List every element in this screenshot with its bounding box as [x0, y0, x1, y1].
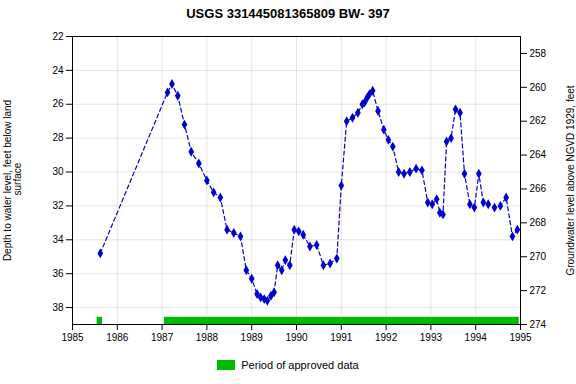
svg-text:272: 272 [530, 285, 547, 296]
svg-text:1995: 1995 [509, 332, 532, 343]
svg-text:1988: 1988 [196, 332, 219, 343]
svg-text:22: 22 [52, 31, 64, 42]
svg-text:268: 268 [530, 217, 547, 228]
svg-text:270: 270 [530, 251, 547, 262]
svg-text:1993: 1993 [420, 332, 443, 343]
svg-text:1987: 1987 [151, 332, 174, 343]
svg-text:26: 26 [52, 98, 64, 109]
svg-text:24: 24 [52, 65, 64, 76]
svg-text:262: 262 [530, 115, 547, 126]
svg-text:Groundwater level above NGVD 1: Groundwater level above NGVD 1929, feet [565, 85, 576, 275]
svg-text:274: 274 [530, 319, 547, 330]
svg-text:Depth to water level, feet bel: Depth to water level, feet below land su… [2, 100, 23, 261]
svg-text:1985: 1985 [61, 332, 84, 343]
svg-text:264: 264 [530, 149, 547, 160]
svg-text:1986: 1986 [106, 332, 129, 343]
svg-text:30: 30 [52, 166, 64, 177]
svg-text:1991: 1991 [330, 332, 353, 343]
svg-text:36: 36 [52, 268, 64, 279]
svg-text:1992: 1992 [375, 332, 398, 343]
html-text:USGS 331445081365809 BW- 397: USGS 331445081365809 BW- 397 [186, 6, 390, 21]
svg-text:32: 32 [52, 200, 64, 211]
svg-text:1990: 1990 [285, 332, 308, 343]
svg-text:258: 258 [530, 48, 547, 59]
html-text:Period of approved data: Period of approved data [241, 359, 359, 371]
svg-text:1989: 1989 [241, 332, 264, 343]
svg-text:1994: 1994 [465, 332, 488, 343]
svg-text:260: 260 [530, 82, 547, 93]
svg-text:38: 38 [52, 302, 64, 313]
svg-text:34: 34 [52, 234, 64, 245]
svg-text:28: 28 [52, 132, 64, 143]
svg-text:266: 266 [530, 183, 547, 194]
